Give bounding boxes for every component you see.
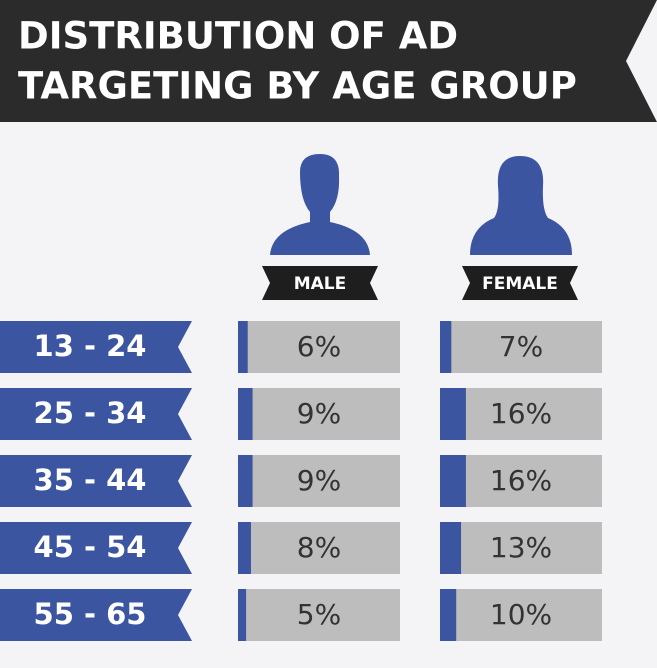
bar	[440, 589, 457, 641]
cell	[440, 522, 602, 574]
value-label: 9%	[297, 464, 341, 497]
value-label: 16%	[490, 464, 552, 497]
bar	[440, 321, 452, 373]
chart-title: DISTRIBUTION OF AD	[18, 15, 458, 58]
value-label: 10%	[490, 598, 552, 631]
label-ribbon	[262, 266, 378, 300]
cell	[238, 388, 400, 440]
category-label: 13 - 24	[34, 329, 147, 363]
category-label: 35 - 44	[34, 463, 147, 497]
age-ribbon	[0, 388, 192, 440]
bar	[440, 455, 466, 507]
cell	[238, 589, 400, 641]
value-label: 9%	[297, 397, 341, 430]
age-ribbon	[0, 589, 192, 641]
value-label: 16%	[490, 397, 552, 430]
cell	[440, 589, 602, 641]
category-label: 45 - 54	[34, 530, 147, 564]
age-ribbon	[0, 522, 192, 574]
category-label: 25 - 34	[34, 396, 147, 430]
cell	[238, 522, 400, 574]
value-label: 6%	[297, 330, 341, 363]
bar	[238, 388, 253, 440]
bar	[238, 455, 253, 507]
value-label: 13%	[490, 531, 552, 564]
bar	[238, 321, 248, 373]
male-icon	[270, 154, 370, 255]
category-label: 55 - 65	[34, 597, 147, 631]
bar	[440, 388, 466, 440]
header-band	[0, 0, 657, 122]
legend-label: MALE	[294, 274, 347, 294]
value-label: 7%	[499, 330, 543, 363]
cell	[238, 455, 400, 507]
chart-title: TARGETING BY AGE GROUP	[18, 65, 577, 108]
female-icon	[470, 156, 572, 255]
cell	[440, 388, 602, 440]
cell	[440, 455, 602, 507]
cell	[238, 321, 400, 373]
legend-label: FEMALE	[482, 274, 558, 294]
value-label: 8%	[297, 531, 341, 564]
label-ribbon	[462, 266, 578, 300]
bar	[238, 589, 247, 641]
age-ribbon	[0, 321, 192, 373]
age-ribbon	[0, 455, 192, 507]
bar	[440, 522, 462, 574]
bar	[238, 522, 251, 574]
cell	[440, 321, 602, 373]
value-label: 5%	[297, 598, 341, 631]
